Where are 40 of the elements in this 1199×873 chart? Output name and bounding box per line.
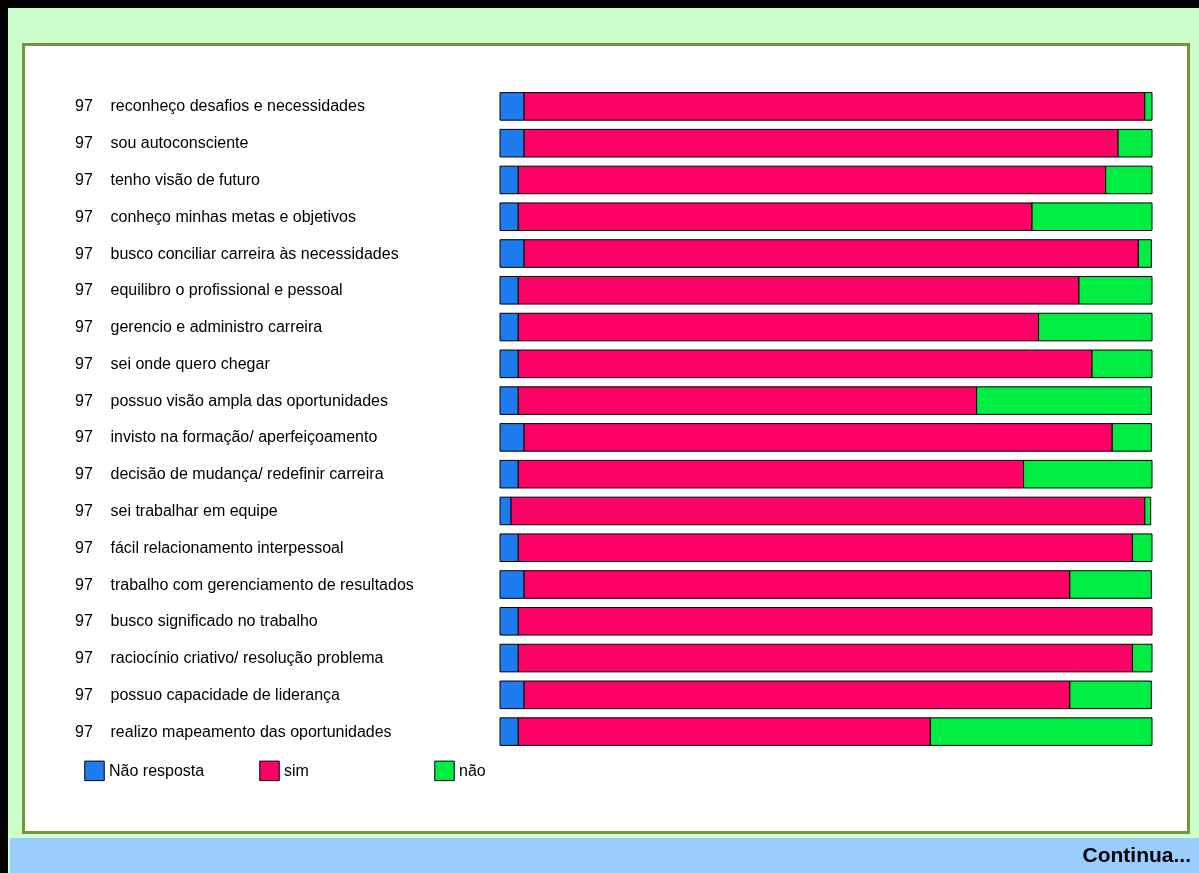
text: 97 bbox=[75, 170, 93, 188]
text: 97 bbox=[75, 685, 93, 703]
text: 97 bbox=[75, 538, 93, 556]
y-tick-label: gerencio e administro carreira bbox=[110, 318, 323, 336]
text: 97 bbox=[75, 207, 93, 225]
y-tick-label: raciocínio criativo/ resolução problema bbox=[110, 649, 384, 667]
y-tick-label: possuo visão ampla das oportunidades bbox=[110, 391, 389, 409]
y-tick-label: conheço minhas metas e objetivos bbox=[110, 207, 356, 225]
y-tick-label: fácil relacionamento interpessoal bbox=[110, 538, 344, 556]
y-tick-label: tenho visão de futuro bbox=[110, 170, 261, 188]
y-tick-label: equilibro o profissional e pessoal bbox=[110, 281, 343, 299]
y-tick-label: sou autoconsciente bbox=[110, 134, 249, 152]
y-tick-label: busco significado no trabalho bbox=[110, 612, 318, 630]
legend-label: Não resposta bbox=[109, 761, 205, 779]
y-tick-label: sei trabalhar em equipe bbox=[110, 501, 278, 519]
text: 97 bbox=[75, 649, 93, 667]
y-tick-label: realizo mapeamento das oportunidades bbox=[110, 722, 392, 740]
text: 97 bbox=[75, 354, 93, 372]
y-tick-label: possuo capacidade de liderança bbox=[110, 685, 341, 703]
text: 97 bbox=[75, 428, 93, 446]
y-tick-label: busco conciliar carreira às necessidades bbox=[110, 244, 399, 262]
text: 97 bbox=[75, 134, 93, 152]
text: Continua... bbox=[1082, 843, 1191, 867]
text: 97 bbox=[75, 465, 93, 483]
text: 97 bbox=[75, 612, 93, 630]
y-tick-label: sei onde quero chegar bbox=[110, 354, 271, 372]
legend-label: não bbox=[459, 761, 486, 779]
text: 97 bbox=[75, 281, 93, 299]
text: 97 bbox=[75, 318, 93, 336]
y-tick-label: trabalho com gerenciamento de resultados bbox=[110, 575, 414, 593]
text: 97 bbox=[75, 391, 93, 409]
y-tick-label: decisão de mudança/ redefinir carreira bbox=[110, 465, 384, 483]
text: 97 bbox=[75, 244, 93, 262]
text: 97 bbox=[75, 97, 93, 115]
text: 97 bbox=[75, 501, 93, 519]
legend-label: sim bbox=[284, 761, 309, 779]
y-tick-label: reconheço desafios e necessidades bbox=[110, 97, 365, 115]
y-tick-label: invisto na formação/ aperfeiçoamento bbox=[110, 428, 378, 446]
text: 97 bbox=[75, 722, 93, 740]
text: 97 bbox=[75, 575, 93, 593]
